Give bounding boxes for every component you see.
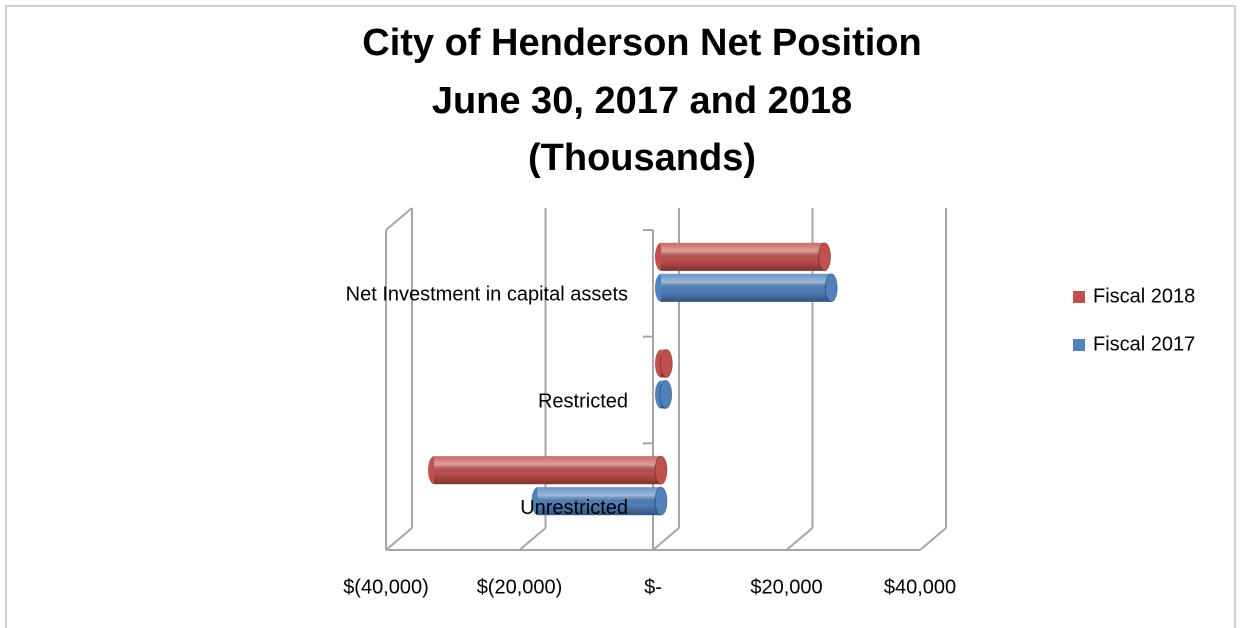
bar — [655, 242, 832, 272]
bar-part — [824, 273, 838, 303]
floor-line — [785, 527, 814, 551]
bar-part — [434, 456, 661, 485]
floor-line — [652, 527, 680, 551]
legend-label: Fiscal 2017 — [1093, 333, 1195, 355]
chart-title: City of Henderson Net Position — [362, 22, 921, 64]
floor-line — [518, 527, 547, 551]
wall — [385, 207, 413, 231]
x-tick-label: $- — [644, 576, 662, 598]
bar — [655, 349, 673, 378]
bar-part — [818, 242, 832, 272]
legend-swatch — [1073, 339, 1085, 351]
legend-label: Fiscal 2018 — [1093, 285, 1195, 307]
category-label: Net Investment in capital assets — [346, 284, 628, 306]
bar-part — [537, 487, 661, 516]
floor-line — [919, 527, 947, 551]
bar-part — [661, 242, 825, 271]
bar — [655, 273, 838, 303]
bar-part — [659, 349, 673, 378]
bar — [531, 486, 668, 516]
bar — [428, 455, 668, 485]
chart-title: June 30, 2017 and 2018 — [432, 80, 852, 122]
x-tick-label: $20,000 — [750, 576, 822, 598]
bar-part — [654, 486, 668, 516]
legend-swatch — [1073, 291, 1085, 303]
bar — [655, 380, 673, 409]
x-tick-label: $(40,000) — [343, 576, 429, 598]
category-label: Unrestricted — [520, 497, 628, 519]
chart-frame — [5, 5, 1236, 628]
category-label: Restricted — [538, 390, 628, 412]
bar-part — [661, 273, 832, 302]
x-tick-label: $40,000 — [884, 576, 956, 598]
bar-part — [659, 380, 673, 409]
bar-part — [654, 455, 668, 485]
chart-title: (Thousands) — [528, 137, 756, 179]
floor-line — [385, 527, 413, 551]
x-tick-label: $(20,000) — [477, 576, 563, 598]
